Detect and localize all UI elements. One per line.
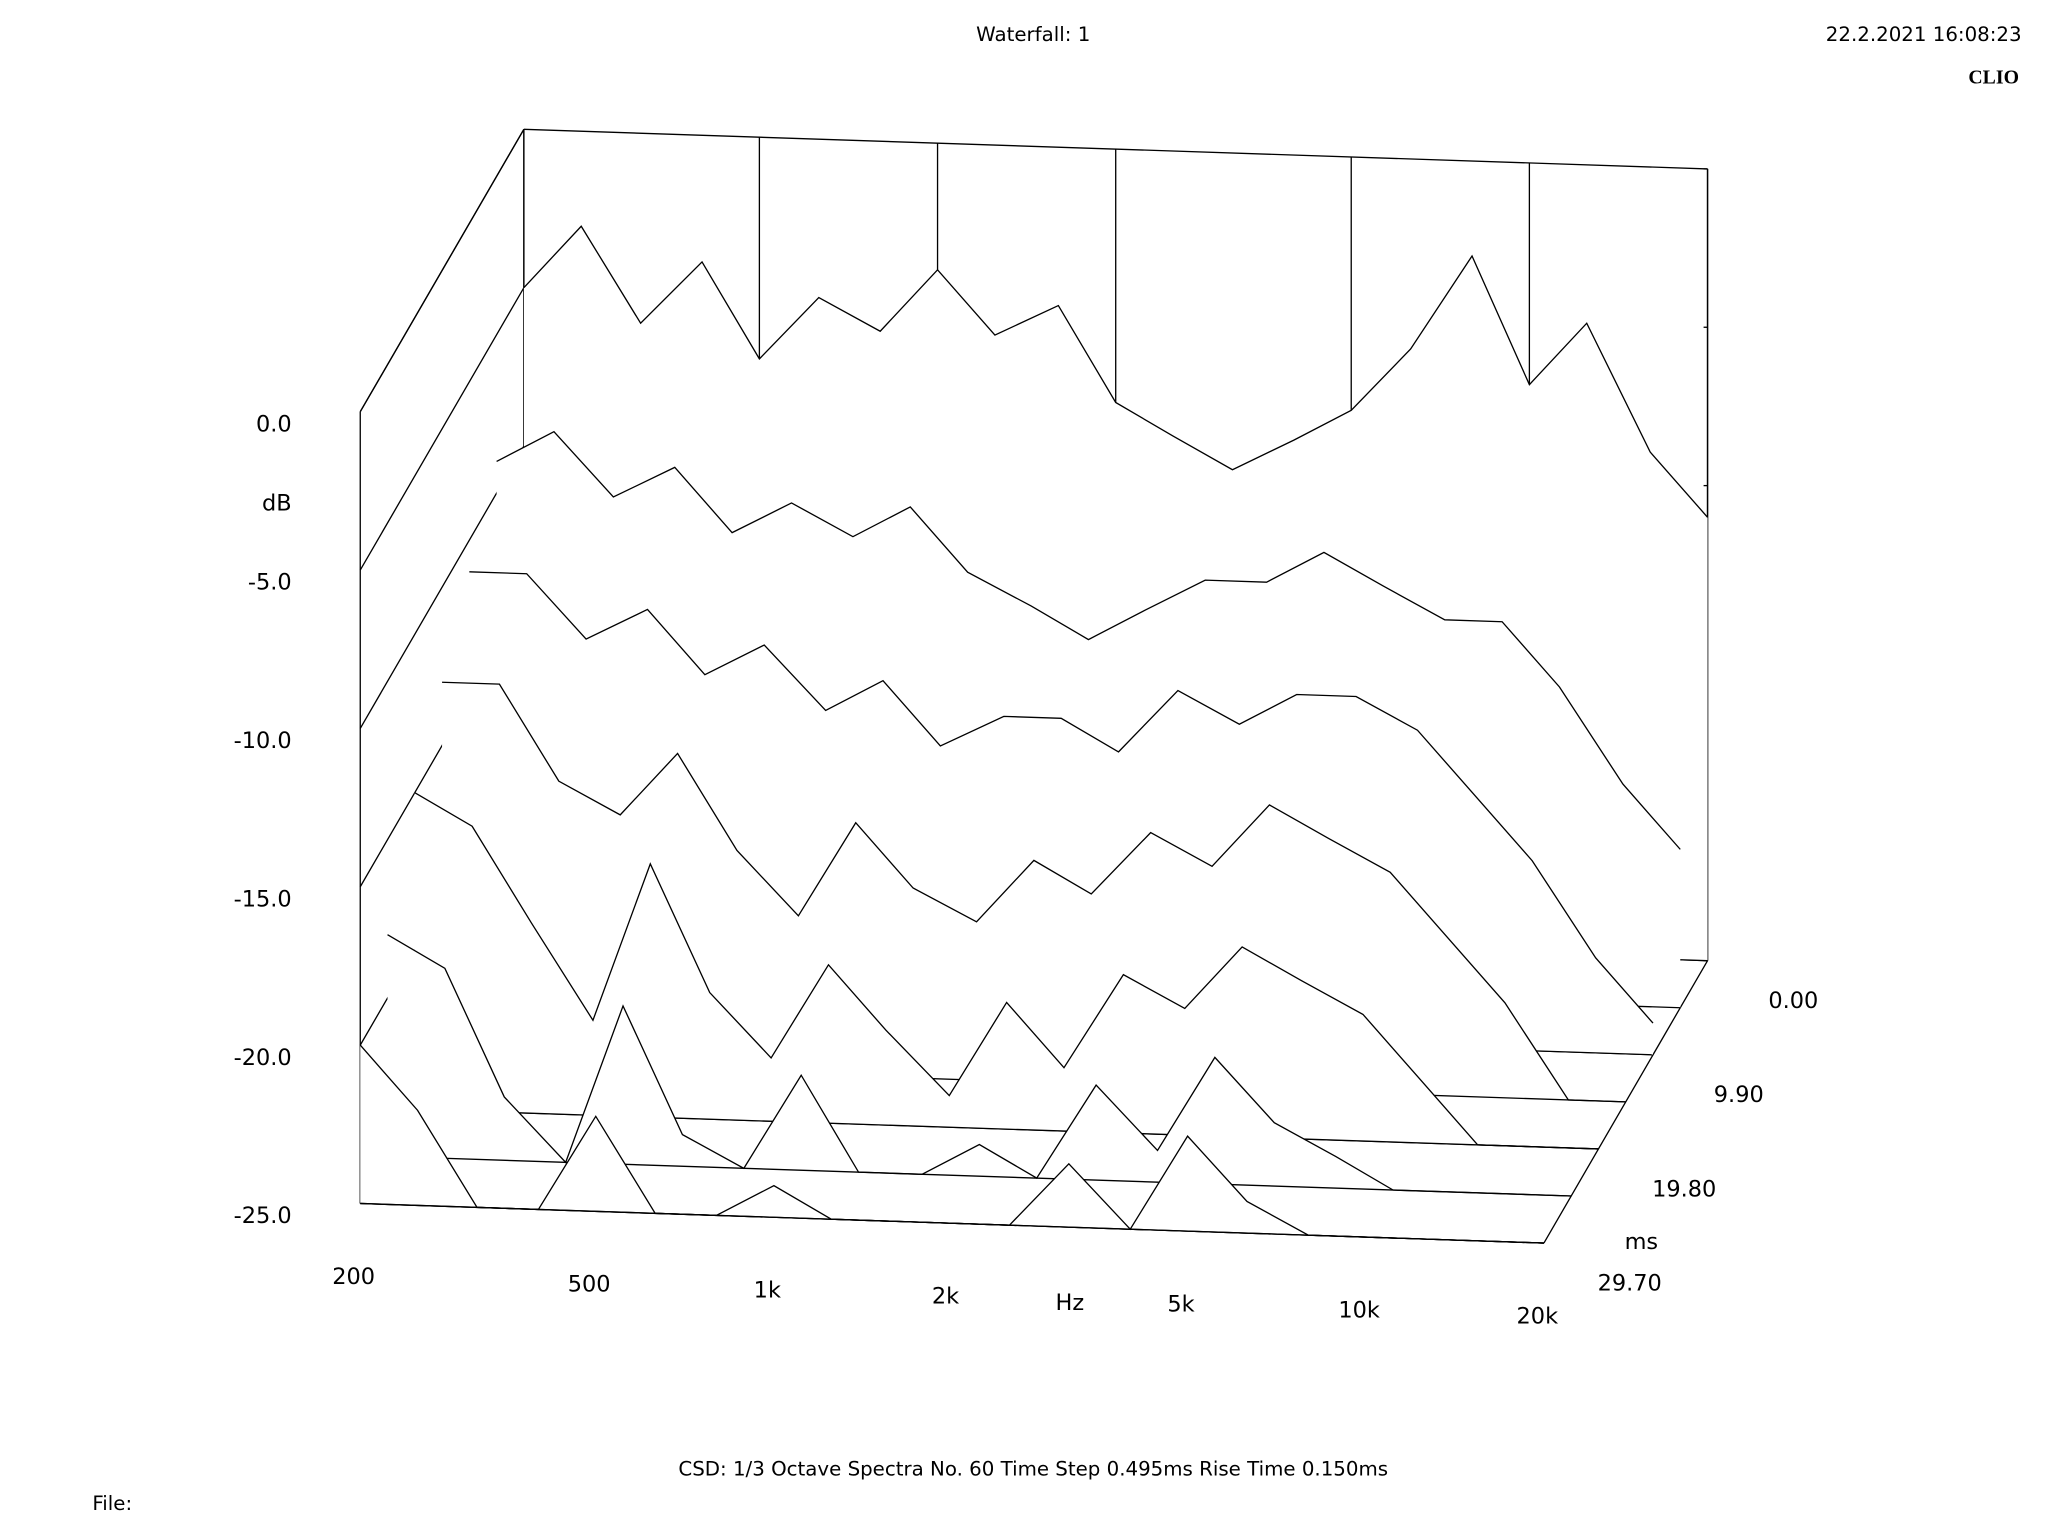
y-tick-label: -20.0 [234, 1045, 292, 1071]
brand: CLIO [1968, 67, 2019, 89]
footer: CSD: 1/3 Octave Spectra No. 60 Time Step… [678, 1458, 1388, 1481]
slice-line [523, 225, 1709, 518]
z-tick-label: 9.90 [1714, 1082, 1764, 1108]
x-tick-label: 2k [932, 1284, 959, 1310]
x-tick-label: 500 [568, 1272, 611, 1298]
y-axis-label: dB [262, 491, 292, 517]
y-tick-label: -25.0 [234, 1203, 292, 1229]
z-axis-label: ms [1625, 1229, 1659, 1255]
z-tick-label: 0.00 [1768, 988, 1818, 1014]
timestamp: 22.2.2021 16:08:23 [1826, 23, 2022, 46]
chart-title: Waterfall: 1 [976, 23, 1090, 46]
y-tick-label: -15.0 [234, 886, 292, 912]
slice-mask [387, 934, 1572, 1196]
y-grid-line [359, 445, 525, 729]
slice-mask [414, 792, 1599, 1149]
floor-front-edge [360, 1202, 1544, 1244]
slice-line [442, 681, 1626, 1103]
x-tick-label: 10k [1338, 1297, 1380, 1323]
slice-line [414, 792, 1599, 1150]
x-tick-label: 1k [754, 1278, 781, 1304]
file-label: File: [92, 1492, 132, 1515]
slice-mask [360, 1045, 1544, 1244]
x-tick-label: 5k [1167, 1292, 1194, 1318]
z-tick-label: 19.80 [1652, 1176, 1716, 1202]
slice-line [469, 571, 1654, 1024]
y-grid-line [359, 287, 525, 571]
x-axis-label: Hz [1056, 1290, 1085, 1316]
slice-line [496, 430, 1681, 850]
y-tick-label: -10.0 [234, 728, 292, 754]
x-tick-label: 200 [332, 1264, 375, 1290]
y-grid-line [359, 128, 525, 413]
y-tick-label: -5.0 [248, 570, 292, 596]
z-tick-label: 29.70 [1598, 1270, 1662, 1296]
slice-line [387, 934, 1572, 1197]
x-tick-label: 20k [1517, 1303, 1559, 1329]
y-tick-label: 0.0 [256, 411, 292, 437]
